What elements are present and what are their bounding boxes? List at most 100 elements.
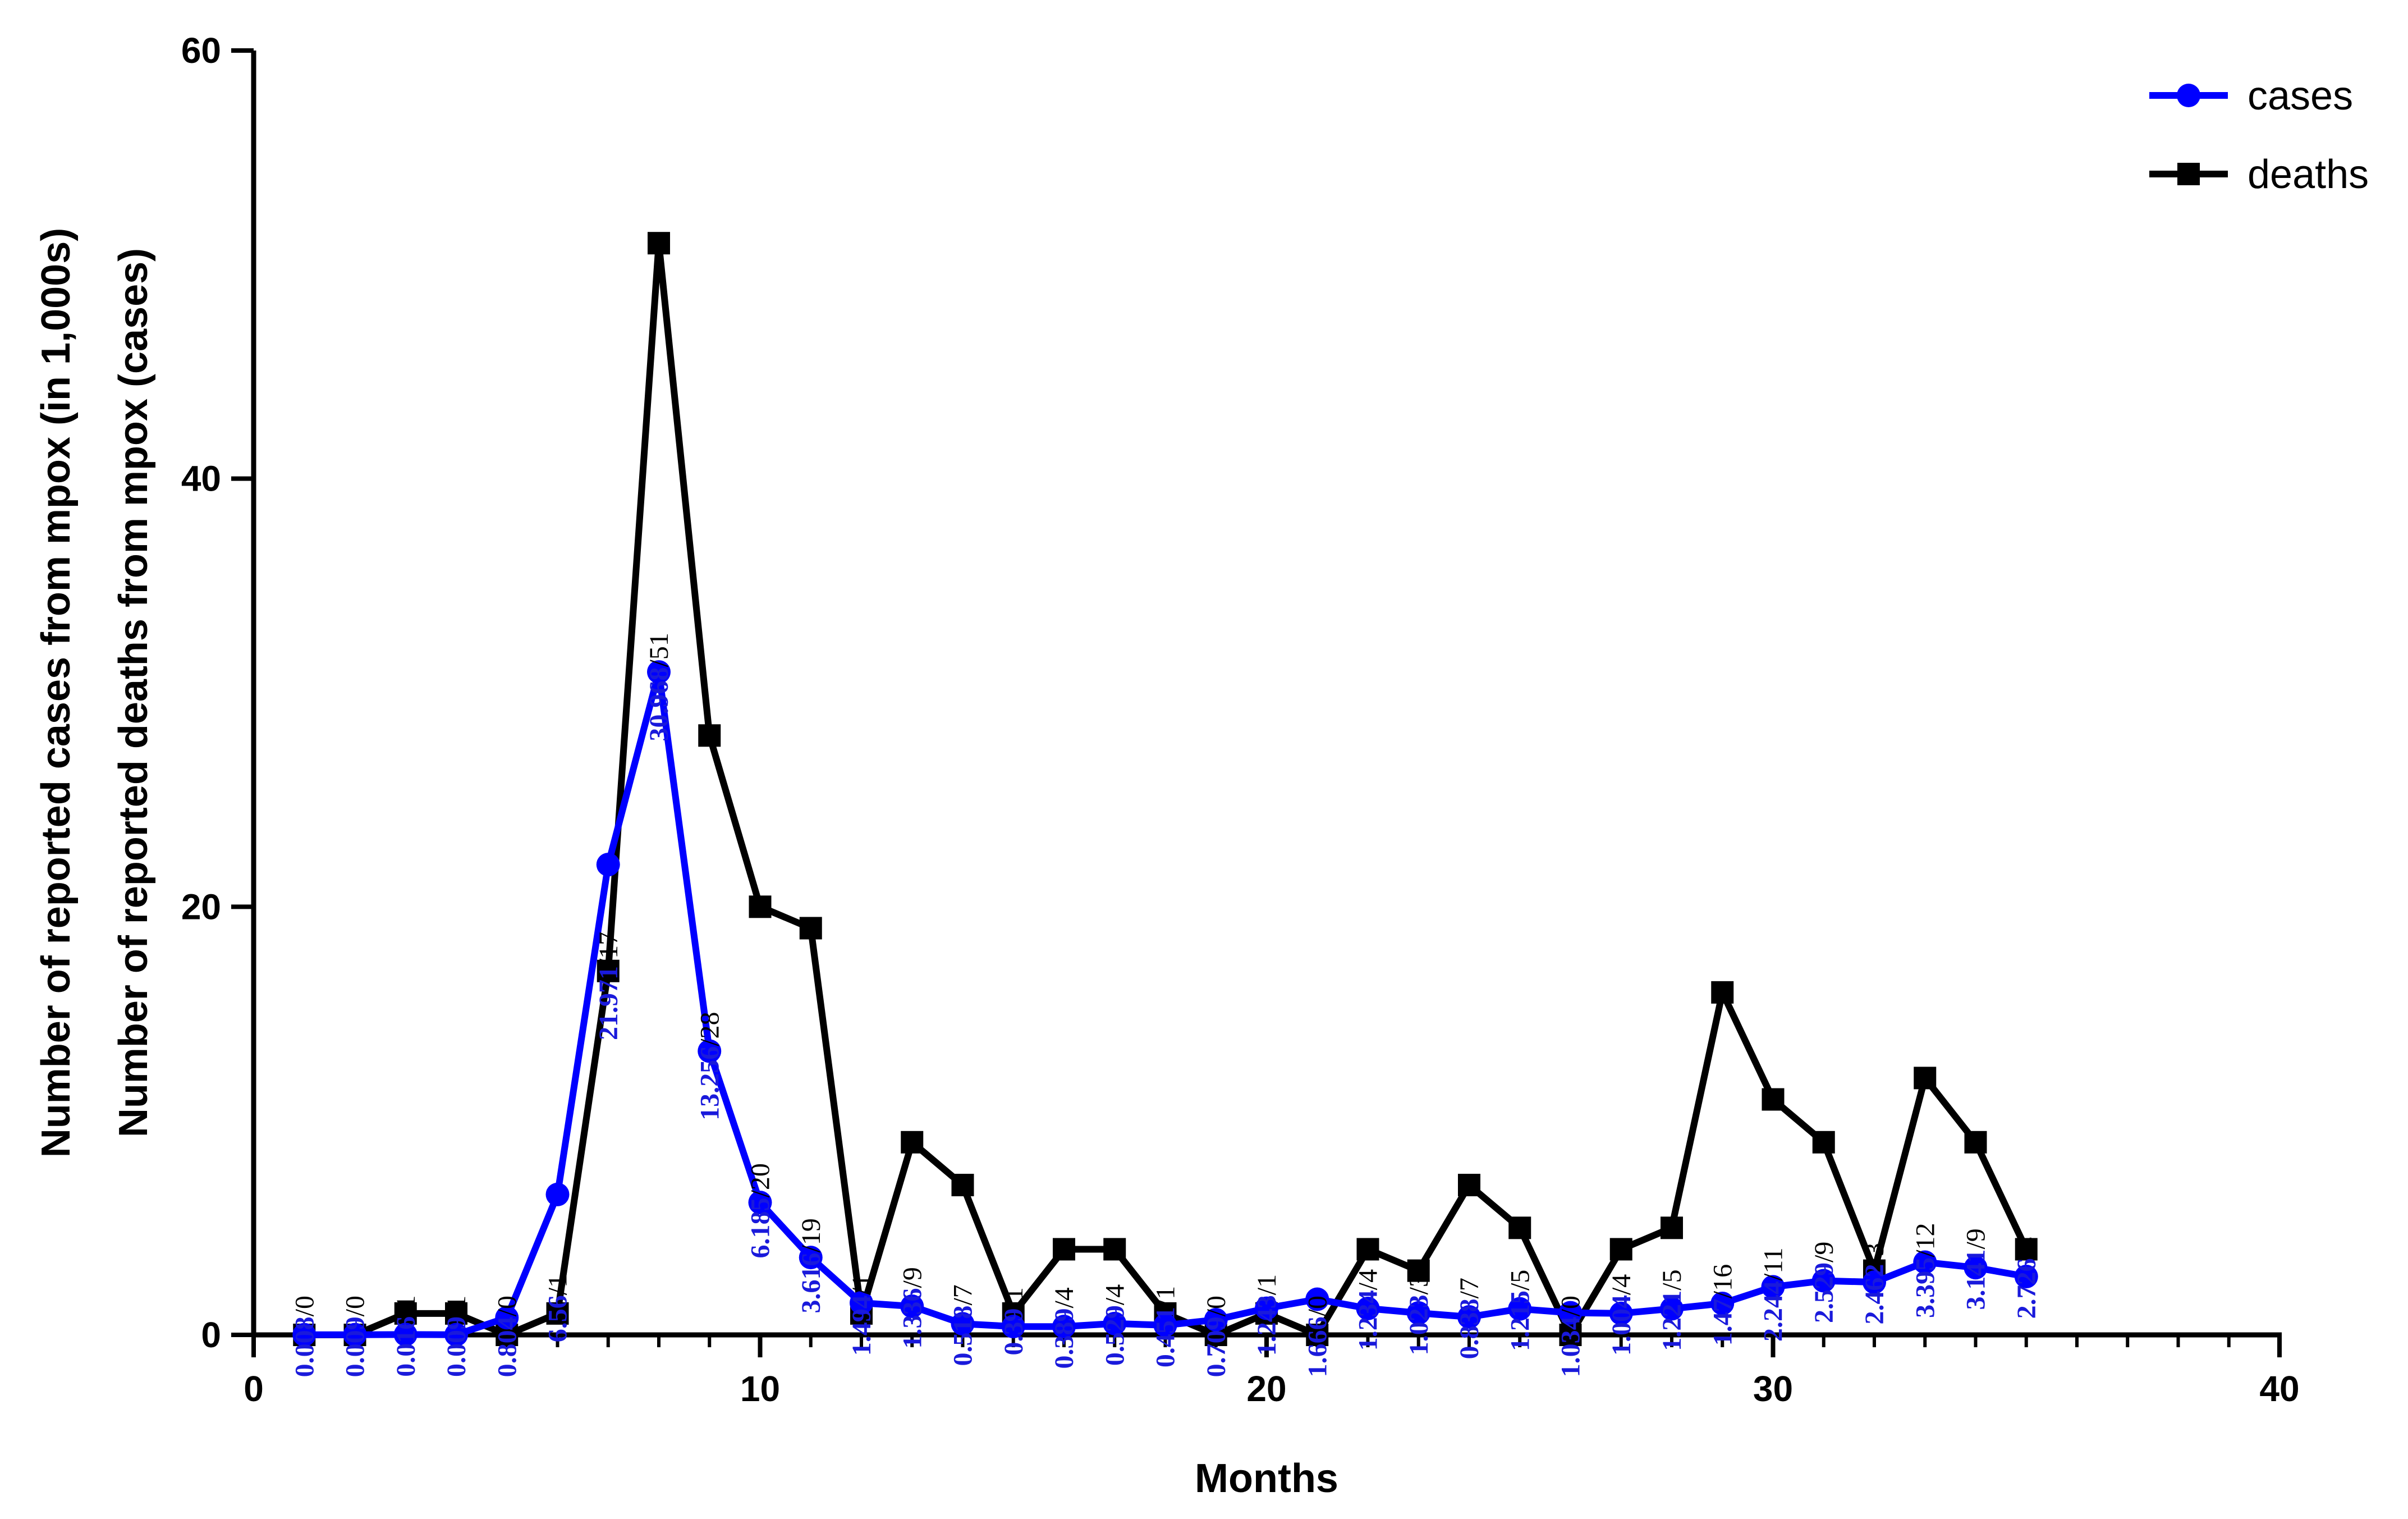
data-label-cases: 0.529	[1100, 1305, 1130, 1366]
data-label-deaths: /0	[341, 1296, 370, 1316]
point-cases	[545, 1182, 570, 1206]
point-cases	[1305, 1287, 1329, 1311]
data-label: 0.529/4	[1100, 1284, 1130, 1366]
data-label-cases: 1.004	[1607, 1295, 1636, 1356]
x-tick-label: 20	[1246, 1369, 1286, 1409]
x-tick-label: 40	[2259, 1369, 2299, 1409]
data-label-cases: 0.389	[1049, 1308, 1079, 1369]
point-deaths	[749, 895, 772, 918]
data-label: 1.243/1	[1252, 1274, 1282, 1356]
data-label: 2.726/4	[2012, 1237, 2042, 1319]
data-label-cases: 2.462	[1860, 1264, 1889, 1324]
point-cases	[495, 1306, 519, 1330]
data-label: 2.529/9	[1809, 1242, 1839, 1323]
point-cases	[1558, 1301, 1583, 1325]
y-tick-label: 0	[201, 1315, 221, 1355]
data-label-cases: 0.804	[492, 1316, 522, 1377]
point-deaths	[1812, 1131, 1835, 1154]
point-deaths	[1609, 1238, 1632, 1261]
data-label: 0.389/4	[1049, 1287, 1079, 1369]
data-label-deaths: /7	[948, 1284, 978, 1305]
y-axis-title-line-1: Number of reported cases from mpox (in 1…	[34, 228, 79, 1157]
data-label-cases: 6.185	[746, 1197, 776, 1258]
point-cases	[1103, 1311, 1127, 1335]
data-label-cases: 0.451	[1151, 1307, 1181, 1367]
point-cases	[292, 1323, 317, 1347]
series-layer	[292, 232, 2038, 1347]
data-label: 2.462/3	[1860, 1243, 1889, 1324]
data-label: 3.616/19	[796, 1218, 826, 1313]
data-label: 30.968/51	[644, 633, 674, 741]
legend-label-deaths: deaths	[2248, 152, 2369, 197]
point-deaths	[1458, 1174, 1480, 1197]
data-label-deaths: /1	[1151, 1286, 1181, 1307]
data-label-deaths: /5	[1505, 1270, 1535, 1291]
data-label-cases: 3.395	[1910, 1257, 1940, 1318]
data-label-cases: 0.39	[999, 1308, 1029, 1355]
point-deaths	[2015, 1238, 2038, 1261]
data-label: 0.016/1	[391, 1295, 421, 1376]
data-label-deaths: /3	[1404, 1274, 1434, 1294]
data-label: 1.023/3	[1404, 1274, 1434, 1355]
point-deaths	[546, 1302, 569, 1325]
series-line-cases	[304, 669, 2027, 1338]
data-label-deaths: /9	[1961, 1228, 1991, 1249]
point-deaths	[799, 917, 822, 940]
data-label: 1.234/4	[1354, 1269, 1383, 1351]
point-cases	[1964, 1256, 1988, 1280]
data-label: 1.336/9	[897, 1267, 927, 1348]
data-label-deaths: /1	[543, 1274, 573, 1295]
data-label-cases: 0.838	[1455, 1298, 1484, 1359]
point-deaths	[951, 1174, 974, 1197]
point-cases	[1761, 1275, 1785, 1299]
data-label-deaths: /9	[1809, 1242, 1839, 1262]
point-deaths	[1964, 1131, 1987, 1154]
axes: 0 10 20 30 40 0 20 40 60	[181, 30, 2300, 1409]
data-label-deaths: /1	[999, 1287, 1029, 1308]
data-label-cases: 2.529	[1809, 1262, 1839, 1323]
data-label-deaths: /51	[644, 633, 674, 667]
data-label: 0.009/0	[341, 1296, 370, 1377]
point-cases	[1255, 1296, 1278, 1320]
point-cases	[1863, 1270, 1886, 1294]
point-cases	[1508, 1297, 1532, 1321]
point-cases	[1913, 1250, 1937, 1274]
point-cases	[748, 1191, 772, 1215]
point-deaths	[698, 724, 721, 747]
data-label: 1.034/0	[1556, 1296, 1586, 1377]
data-label-cases: 0.709	[1201, 1316, 1231, 1377]
data-label-deaths: /4	[1354, 1269, 1383, 1290]
point-cases	[444, 1323, 468, 1347]
data-label-deaths: /0	[290, 1296, 319, 1316]
point-deaths	[1559, 1324, 1582, 1346]
data-label-deaths: /19	[796, 1218, 826, 1252]
data-label: 1.221/5	[1657, 1269, 1687, 1351]
point-cases	[596, 853, 620, 877]
data-label: 13.256/28	[695, 1012, 724, 1120]
point-cases	[1660, 1297, 1684, 1321]
point-cases	[1153, 1313, 1177, 1337]
x-tick-label: 10	[740, 1369, 780, 1409]
data-label: 2.244/11	[1759, 1247, 1788, 1342]
data-label-deaths: /12	[1910, 1223, 1940, 1257]
point-deaths	[901, 1131, 924, 1154]
point-cases	[1457, 1305, 1481, 1329]
data-label-deaths: /4	[1607, 1274, 1636, 1295]
point-deaths	[394, 1302, 417, 1325]
data-label: 0.451/1	[1151, 1286, 1181, 1367]
point-deaths	[1508, 1216, 1531, 1239]
point-cases	[951, 1312, 975, 1336]
data-label-cases: 1.234	[1354, 1290, 1383, 1351]
point-deaths	[648, 232, 670, 255]
data-label-deaths: /20	[746, 1163, 776, 1197]
data-label-deaths: /4	[1049, 1287, 1079, 1308]
point-cases	[799, 1246, 823, 1270]
data-label-deaths: /0	[1302, 1296, 1332, 1316]
data-label-cases: 1.494	[847, 1295, 877, 1356]
point-cases	[343, 1323, 367, 1347]
data-label-deaths: /1	[847, 1274, 877, 1295]
data-label: 1.215/5	[1505, 1270, 1535, 1351]
data-label-cases: 21.971	[594, 966, 623, 1040]
data-label-cases: 1.215	[1505, 1291, 1535, 1351]
data-label-deaths: /9	[897, 1267, 927, 1288]
